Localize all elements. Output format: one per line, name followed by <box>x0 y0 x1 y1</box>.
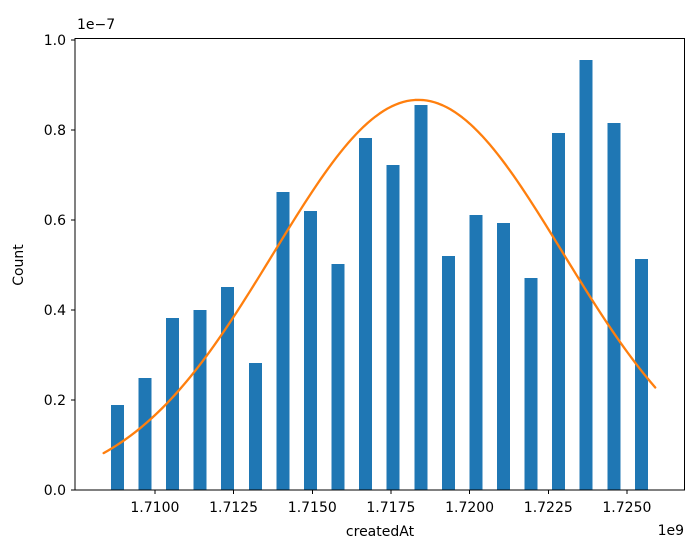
histogram-bar <box>552 133 566 490</box>
histogram-bar <box>193 310 207 490</box>
histogram-bar <box>386 165 400 490</box>
histogram-bar <box>138 378 152 490</box>
y-axis-label: Count <box>11 244 27 286</box>
histogram-bar <box>304 211 317 490</box>
x-tick-label: 1.7200 <box>445 500 494 516</box>
x-tick-label: 1.7225 <box>524 500 573 516</box>
y-tick-label: 0.0 <box>44 483 66 499</box>
histogram-bar <box>359 138 373 490</box>
fit-curve-line <box>102 98 657 455</box>
histogram-bar <box>607 122 621 491</box>
histogram-bar <box>579 59 593 491</box>
x-tick-label: 1.7100 <box>130 500 179 516</box>
x-axis-offset-label: 1e9 <box>657 523 684 539</box>
axes-spines <box>74 38 685 491</box>
y-axis-offset-label: 1e−7 <box>77 17 116 33</box>
y-tick-label: 0.8 <box>44 123 66 139</box>
histogram-bar <box>166 318 180 490</box>
histogram-bar <box>524 278 538 490</box>
y-tick-label: 0.6 <box>44 213 66 229</box>
x-tick-label: 1.7150 <box>288 500 337 516</box>
histogram-bar <box>441 256 455 490</box>
histogram-bar <box>221 287 235 490</box>
histogram-bar <box>634 259 648 490</box>
x-tick-label: 1.7250 <box>602 500 651 516</box>
histogram-bar <box>248 363 262 490</box>
histogram-bar <box>497 223 510 490</box>
y-tick-label: 0.4 <box>44 303 66 319</box>
histogram-bar <box>469 215 483 490</box>
x-tick-label: 1.7125 <box>209 500 258 516</box>
y-tick-label: 1.0 <box>44 33 66 49</box>
x-axis-label: createdAt <box>345 524 415 540</box>
histogram-bar <box>414 104 428 491</box>
x-tick-label: 1.7175 <box>366 500 415 516</box>
y-tick-label: 0.2 <box>44 393 66 409</box>
histogram-bar <box>110 405 124 490</box>
histogram-bar <box>331 264 345 490</box>
histogram-bar <box>276 192 290 490</box>
